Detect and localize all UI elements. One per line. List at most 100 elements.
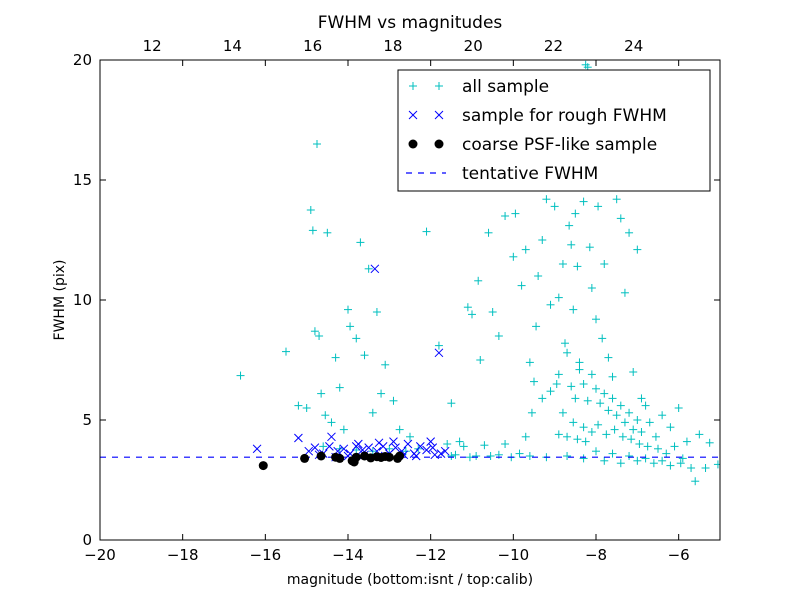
rough-sample-point-b <box>411 451 421 461</box>
all-sample-point <box>422 227 431 236</box>
all-sample-point <box>554 430 563 439</box>
all-sample-point <box>612 411 621 420</box>
all-sample-point <box>625 408 634 417</box>
psf-sample-point <box>316 451 326 461</box>
rough-sample-point <box>304 446 314 456</box>
y-axis-label: FWHM (pix) <box>52 260 68 341</box>
legend-label-psf-sample: coarse PSF-like sample <box>462 135 657 155</box>
legend-box <box>397 69 711 192</box>
all-sample-point <box>563 452 572 460</box>
all-sample-point <box>377 389 386 398</box>
top-x-tick-label: 12 <box>143 37 162 55</box>
all-sample-point <box>527 408 536 417</box>
all-sample-point <box>670 442 679 451</box>
all-sample-point <box>569 418 578 427</box>
all-sample-point <box>620 288 629 297</box>
all-sample-point <box>629 425 638 434</box>
legend-symbol-rough-1-b <box>408 110 418 120</box>
chart-title: FWHM vs magnitudes <box>318 13 503 33</box>
rough-sample-point-b <box>422 445 431 455</box>
all-sample-point <box>674 404 683 412</box>
psf-sample-point <box>384 452 394 462</box>
x-tick-label: −18 <box>167 546 199 564</box>
all-sample-point <box>517 281 526 290</box>
all-sample-point <box>625 452 634 460</box>
y-tick-label: 5 <box>82 411 92 429</box>
all-sample-point <box>616 459 625 468</box>
all-sample-point <box>321 411 330 420</box>
all-sample-point <box>643 442 652 451</box>
x-tick-label: −16 <box>250 546 282 564</box>
all-sample-point <box>488 308 497 316</box>
rough-sample-point-b <box>358 445 367 455</box>
all-sample-point <box>323 228 332 237</box>
all-sample-point <box>476 356 485 364</box>
all-sample-point <box>594 420 603 429</box>
all-sample-point <box>633 416 642 424</box>
all-sample-point <box>604 406 613 415</box>
rough-sample-point-b <box>436 449 446 458</box>
all-sample-point <box>654 444 662 453</box>
rough-sample-point <box>325 442 334 451</box>
all-sample-point <box>459 442 468 451</box>
all-sample-point <box>368 408 377 417</box>
all-sample-point <box>558 260 567 268</box>
rough-sample-point <box>370 264 380 274</box>
top-x-tick-label: 20 <box>464 37 483 55</box>
all-sample-point <box>616 401 625 410</box>
all-sample-point <box>713 460 720 469</box>
x-tick-label: −20 <box>84 546 116 564</box>
all-sample-point <box>335 383 344 392</box>
all-sample-point <box>676 459 685 468</box>
all-sample-point <box>596 399 605 408</box>
all-sample-point <box>579 197 588 206</box>
all-sample-point <box>385 444 394 453</box>
rough-sample-point <box>391 443 400 452</box>
all-sample-point <box>434 341 443 350</box>
rough-sample-point-b <box>325 442 334 451</box>
rough-sample-point <box>415 442 425 451</box>
all-sample-point <box>701 464 710 472</box>
x-tick-label: −12 <box>415 546 447 564</box>
all-sample-point <box>474 276 483 285</box>
rough-sample-point <box>434 348 444 358</box>
legend-symbol-all-sample-1 <box>409 82 417 90</box>
rough-sample-point-b <box>428 443 438 452</box>
psf-sample-point <box>351 452 361 462</box>
legend-symbol-rough-2 <box>434 110 444 120</box>
all-sample-point <box>600 260 609 268</box>
x-tick-label: −6 <box>668 546 690 564</box>
top-x-tick-label: 14 <box>223 37 242 55</box>
all-sample-point <box>633 245 642 254</box>
all-sample-point <box>610 425 619 434</box>
all-sample-point <box>581 437 590 446</box>
all-sample-point <box>592 315 600 324</box>
legend-label-tentative-fwhm: tentative FWHM <box>462 164 598 184</box>
all-sample-point <box>515 449 524 458</box>
all-sample-point <box>608 449 617 458</box>
all-sample-point <box>571 209 580 218</box>
all-sample-point <box>682 437 691 446</box>
rough-sample-point <box>294 433 303 443</box>
all-sample-point <box>600 456 609 465</box>
rough-sample-point-b <box>389 437 398 446</box>
rough-sample-point-b <box>304 446 314 456</box>
rough-sample-point-b <box>440 446 450 456</box>
rough-sample-point <box>353 439 363 449</box>
all-sample-point <box>401 447 410 456</box>
all-sample-point <box>360 351 369 360</box>
all-sample-point <box>395 425 404 434</box>
all-sample-point <box>554 293 563 302</box>
all-sample-point <box>372 308 381 316</box>
y-tick-label: 15 <box>73 171 92 189</box>
all-sample-point <box>658 411 667 420</box>
all-sample-point <box>625 228 634 237</box>
all-sample-point <box>451 450 460 459</box>
rough-sample-point-b <box>434 348 444 358</box>
all-sample-point <box>579 454 588 463</box>
psf-sample-point <box>335 453 345 463</box>
all-sample-point <box>455 437 464 446</box>
all-sample-point <box>525 452 534 460</box>
all-sample-point <box>563 348 572 357</box>
all-sample-point <box>641 454 650 463</box>
